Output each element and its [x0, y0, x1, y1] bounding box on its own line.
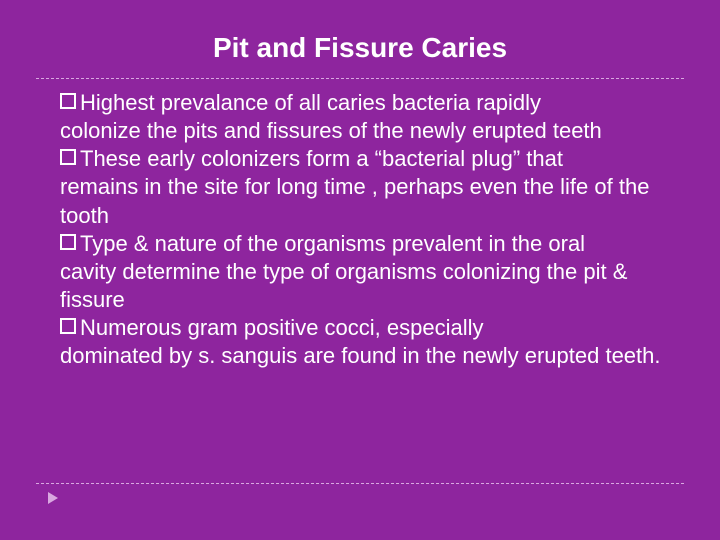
- divider-bottom: [36, 483, 684, 484]
- checkbox-icon: [60, 234, 76, 250]
- bullet-first-line: These early colonizers form a “bacterial…: [80, 145, 666, 173]
- list-item: These early colonizers form a “bacterial…: [60, 145, 666, 173]
- list-item: Numerous gram positive cocci, especially: [60, 314, 666, 342]
- bullet-continuation: dominated by s. sanguis are found in the…: [60, 342, 666, 370]
- bullet-first-line: Numerous gram positive cocci, especially: [80, 314, 666, 342]
- bullet-first-line: Highest prevalance of all caries bacteri…: [80, 89, 666, 117]
- next-arrow-icon: [48, 492, 58, 504]
- slide: Pit and Fissure Caries Highest prevalanc…: [0, 0, 720, 540]
- slide-title: Pit and Fissure Caries: [0, 0, 720, 78]
- bullet-first-line: Type & nature of the organisms prevalent…: [80, 230, 666, 258]
- checkbox-icon: [60, 149, 76, 165]
- bullet-continuation: colonize the pits and fissures of the ne…: [60, 117, 666, 145]
- list-item: Highest prevalance of all caries bacteri…: [60, 89, 666, 117]
- list-item: Type & nature of the organisms prevalent…: [60, 230, 666, 258]
- bullet-continuation: cavity determine the type of organisms c…: [60, 258, 666, 314]
- bullet-continuation: remains in the site for long time , perh…: [60, 173, 666, 229]
- content-area: Highest prevalance of all caries bacteri…: [0, 79, 720, 371]
- checkbox-icon: [60, 318, 76, 334]
- checkbox-icon: [60, 93, 76, 109]
